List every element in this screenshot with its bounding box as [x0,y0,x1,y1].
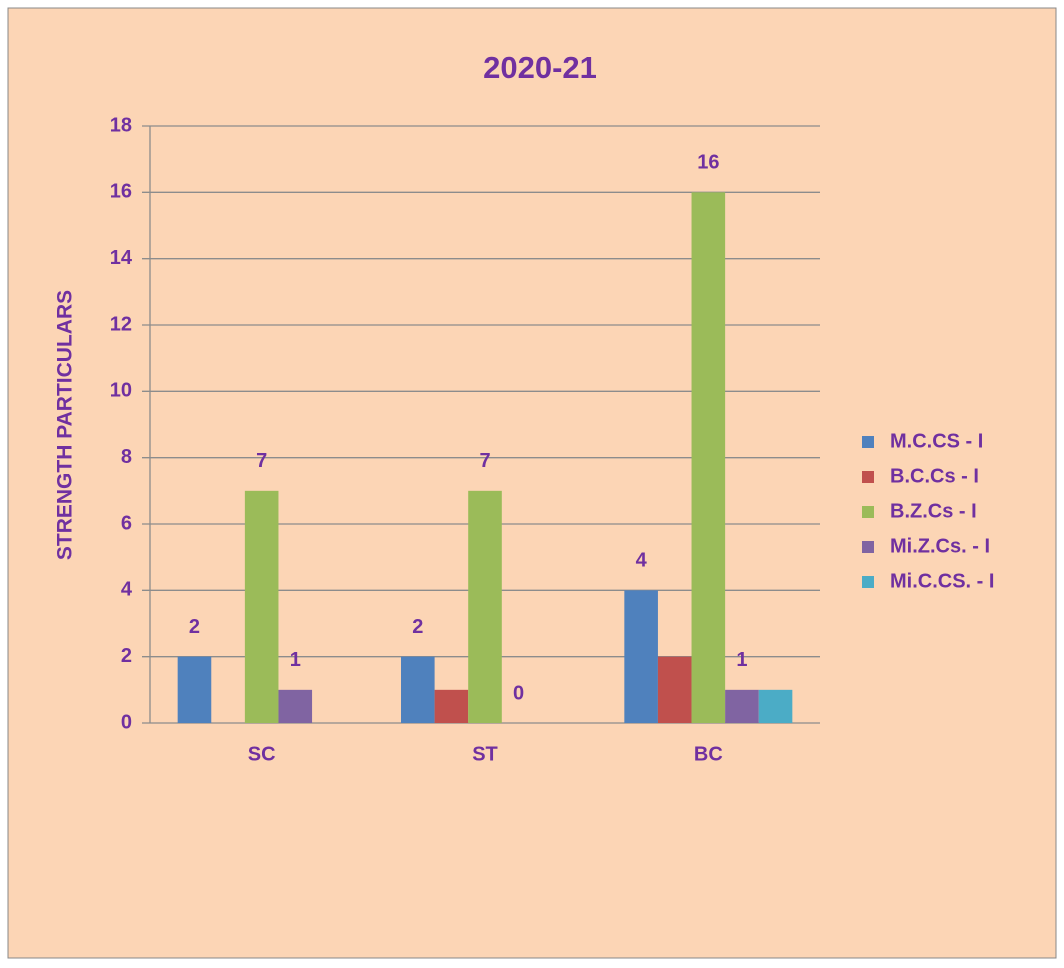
bar [244,490,279,723]
y-tick-label: 18 [110,114,132,136]
bar [434,689,469,723]
legend-label: B.C.Cs - I [890,465,979,487]
data-label: 2 [412,616,423,638]
data-label: 2 [189,616,200,638]
y-tick-label: 0 [121,711,132,733]
data-label: 7 [479,450,490,472]
x-tick-label: ST [472,743,498,765]
x-tick-label: SC [248,743,276,765]
data-label: 4 [636,550,648,572]
bar [624,590,658,723]
y-tick-label: 8 [121,446,132,468]
legend-label: Mi.C.CS. - I [890,570,994,592]
data-label: 0 [513,682,524,704]
y-tick-label: 6 [121,512,132,534]
bar [177,656,212,723]
bar [468,490,502,723]
bar [401,656,435,723]
y-tick-label: 16 [110,181,132,203]
legend-swatch [862,436,874,448]
legend-swatch [862,506,874,518]
bar [657,656,692,723]
legend-swatch [862,471,874,483]
y-tick-label: 12 [110,313,132,335]
data-label: 1 [736,649,747,671]
data-label: 1 [290,649,301,671]
bar [758,689,793,723]
data-label: 7 [256,450,267,472]
data-label: 16 [697,152,719,174]
legend-swatch [862,541,874,553]
y-tick-label: 4 [121,579,133,601]
legend-label: M.C.CS - I [890,430,983,452]
chart-background [7,7,1057,959]
legend-label: B.Z.Cs - I [890,500,977,522]
y-axis-label: STRENGTH PARTICULARS [54,290,77,560]
bar [278,689,313,723]
legend-label: Mi.Z.Cs. - I [890,535,990,557]
x-tick-label: BC [694,743,723,765]
bar [691,192,726,724]
bar [725,689,759,723]
y-tick-label: 10 [110,380,132,402]
chart-title: 2020-21 [483,50,597,85]
y-tick-label: 14 [110,247,133,269]
legend-swatch [862,576,874,588]
y-tick-label: 2 [121,645,132,667]
